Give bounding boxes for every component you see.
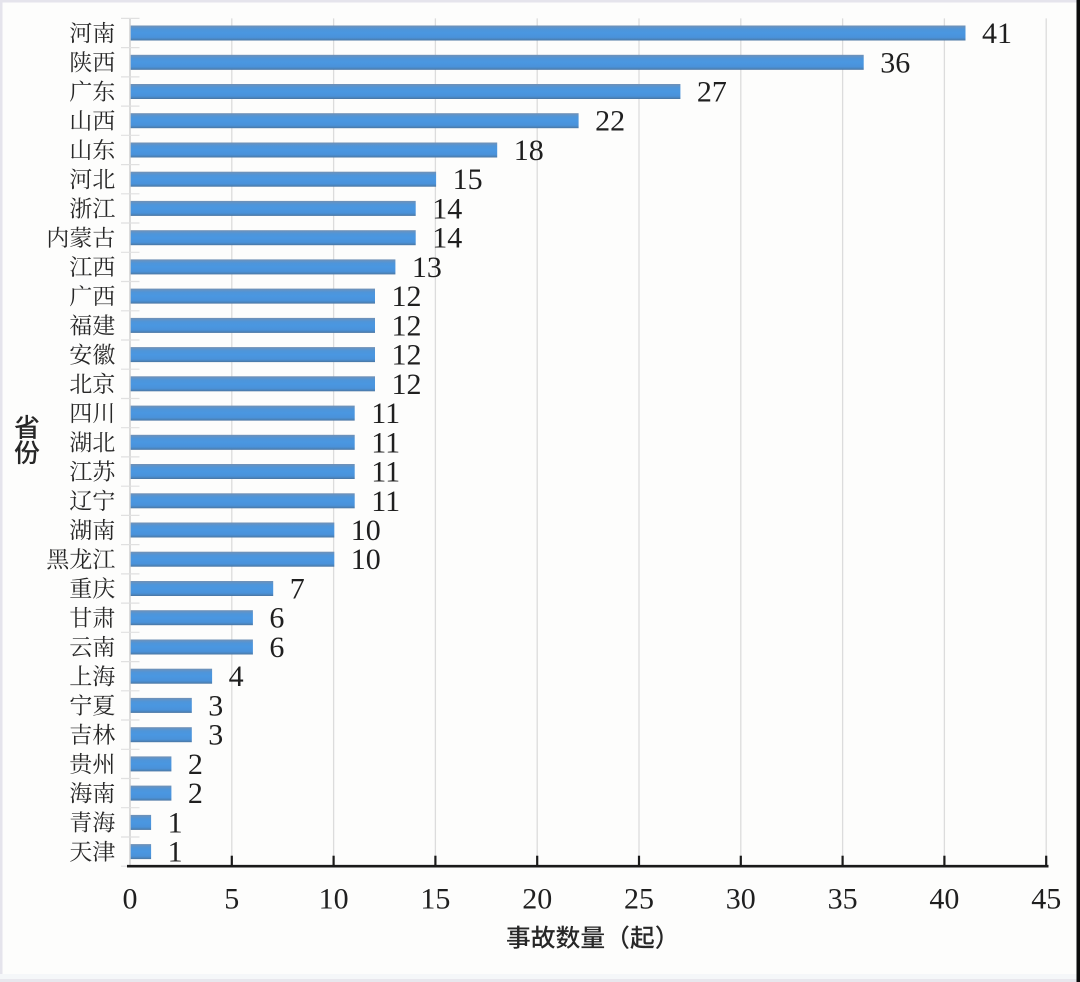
svg-text:11: 11 bbox=[371, 485, 400, 518]
svg-text:12: 12 bbox=[392, 368, 422, 401]
svg-text:12: 12 bbox=[392, 339, 422, 372]
svg-text:27: 27 bbox=[697, 76, 727, 109]
svg-text:10: 10 bbox=[351, 543, 381, 576]
svg-text:14: 14 bbox=[432, 192, 462, 225]
svg-text:35: 35 bbox=[828, 883, 858, 916]
svg-text:11: 11 bbox=[371, 456, 400, 489]
svg-text:2: 2 bbox=[188, 748, 203, 781]
svg-text:41: 41 bbox=[982, 17, 1012, 50]
svg-text:3: 3 bbox=[208, 719, 223, 752]
svg-text:40: 40 bbox=[929, 883, 959, 916]
svg-text:10: 10 bbox=[351, 514, 381, 547]
svg-text:12: 12 bbox=[392, 280, 422, 313]
svg-text:45: 45 bbox=[1031, 883, 1061, 916]
svg-text:1: 1 bbox=[168, 836, 183, 869]
svg-text:10: 10 bbox=[319, 883, 349, 916]
svg-text:14: 14 bbox=[432, 222, 462, 255]
svg-text:15: 15 bbox=[453, 163, 483, 196]
svg-text:36: 36 bbox=[880, 46, 910, 79]
svg-text:7: 7 bbox=[290, 573, 305, 606]
svg-text:1: 1 bbox=[168, 806, 183, 839]
svg-text:6: 6 bbox=[269, 602, 284, 635]
svg-text:5: 5 bbox=[224, 883, 239, 916]
svg-text:25: 25 bbox=[624, 883, 654, 916]
svg-text:4: 4 bbox=[229, 660, 244, 693]
svg-text:11: 11 bbox=[371, 426, 400, 459]
svg-text:2: 2 bbox=[188, 777, 203, 810]
svg-text:0: 0 bbox=[123, 883, 138, 916]
svg-text:20: 20 bbox=[522, 883, 552, 916]
svg-text:18: 18 bbox=[514, 134, 544, 167]
svg-text:15: 15 bbox=[420, 883, 450, 916]
svg-text:30: 30 bbox=[726, 883, 756, 916]
svg-text:6: 6 bbox=[269, 631, 284, 664]
svg-text:11: 11 bbox=[371, 397, 400, 430]
svg-text:3: 3 bbox=[208, 689, 223, 722]
svg-text:22: 22 bbox=[595, 105, 625, 138]
svg-text:12: 12 bbox=[392, 309, 422, 342]
svg-text:13: 13 bbox=[412, 251, 442, 284]
